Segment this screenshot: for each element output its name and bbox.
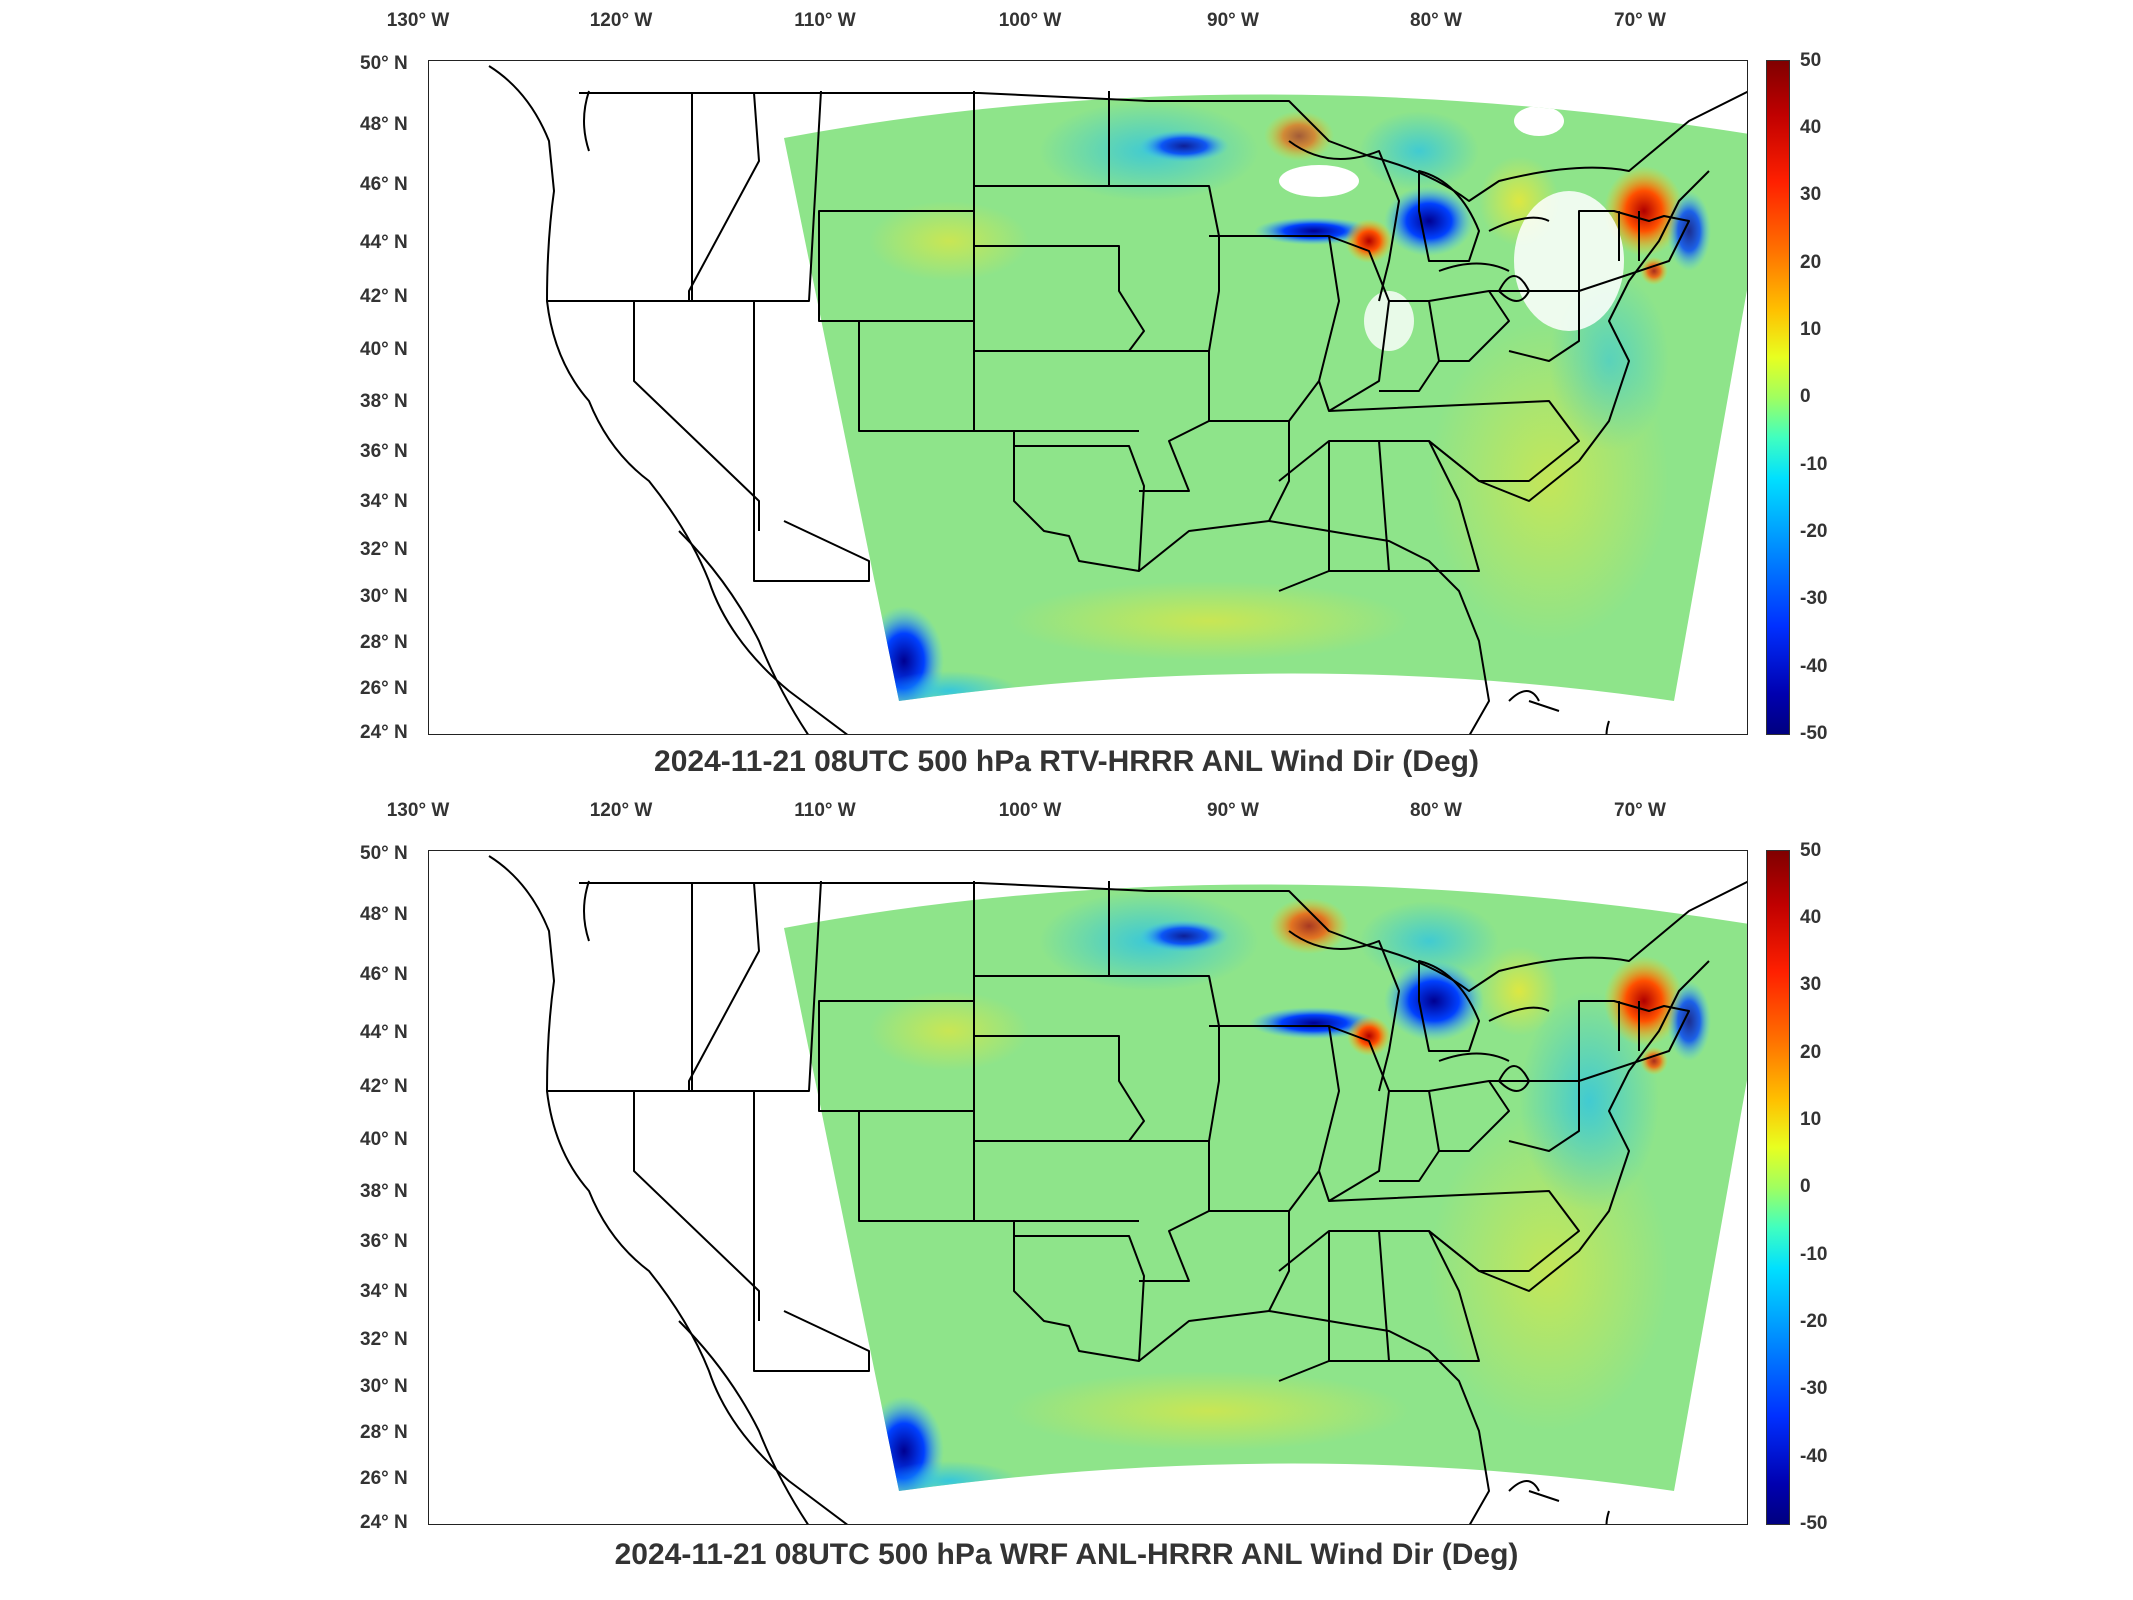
lat-label: 48° N (360, 114, 408, 135)
colorbar-tick: -10 (1800, 1244, 1828, 1265)
lat-label: 44° N (360, 232, 408, 253)
colorbar-tick: -40 (1800, 656, 1828, 677)
map-plot-area (428, 60, 1748, 735)
lon-label: 130° W (386, 800, 450, 821)
lon-label: 110° W (794, 10, 856, 31)
lat-label: 24° N (360, 722, 408, 743)
colorbar-tick: 30 (1800, 974, 1822, 995)
lon-label: 110° W (794, 800, 856, 821)
colorbar-tick: 50 (1800, 50, 1822, 71)
lon-label: 120° W (589, 10, 653, 31)
lat-label: 50° N (360, 53, 408, 74)
lat-label: 36° N (360, 1231, 408, 1252)
lat-label: 24° N (360, 1512, 408, 1533)
colorbar-tick: -20 (1800, 1311, 1828, 1332)
map-panel-rtv: 130° W 120° W 110° W 100° W 90° W 80° W … (0, 0, 2133, 790)
lon-label: 80° W (1410, 800, 1462, 821)
colorbar-tick: 20 (1800, 1042, 1822, 1063)
lon-label: 100° W (998, 800, 1062, 821)
colorbar-tick: 10 (1800, 319, 1822, 340)
panel-title: 2024-11-21 08UTC 500 hPa WRF ANL-HRRR AN… (614, 1538, 1519, 1571)
colorbar-tick: 20 (1800, 252, 1822, 273)
lat-label: 30° N (360, 1376, 408, 1397)
lon-label: 100° W (998, 10, 1062, 31)
colorbar-tick: 40 (1800, 117, 1822, 138)
lat-label: 34° N (360, 1281, 408, 1302)
colorbar-tick: 30 (1800, 184, 1822, 205)
lat-label: 46° N (360, 174, 408, 195)
lat-label: 28° N (360, 632, 408, 653)
colorbar-tick: 40 (1800, 907, 1822, 928)
lon-label: 90° W (1207, 10, 1259, 31)
colorbar-tick: -50 (1800, 723, 1828, 744)
colorbar-tick: 10 (1800, 1109, 1822, 1130)
colorbar-tick: -20 (1800, 521, 1828, 542)
lat-label: 30° N (360, 586, 408, 607)
lat-label: 40° N (360, 1129, 408, 1150)
lat-label: 38° N (360, 1181, 408, 1202)
lat-label: 26° N (360, 1468, 408, 1489)
lat-label: 48° N (360, 904, 408, 925)
colorbar-tick: -40 (1800, 1446, 1828, 1467)
colorbar-tick: 50 (1800, 840, 1822, 861)
lat-label: 26° N (360, 678, 408, 699)
lat-label: 34° N (360, 491, 408, 512)
lat-label: 38° N (360, 391, 408, 412)
lat-label: 50° N (360, 843, 408, 864)
lon-label: 130° W (386, 10, 450, 31)
colorbar-tick: -50 (1800, 1513, 1828, 1534)
lat-label: 46° N (360, 964, 408, 985)
colorbar-tick: -10 (1800, 454, 1828, 475)
lon-label: 120° W (589, 800, 653, 821)
map-panel-wrf: 130° W 120° W 110° W 100° W 90° W 80° W … (0, 790, 2133, 1580)
colorbar-tick: -30 (1800, 1378, 1828, 1399)
lat-label: 40° N (360, 339, 408, 360)
lat-label: 42° N (360, 1076, 408, 1097)
colorbar (1766, 60, 1790, 735)
lon-label: 70° W (1614, 800, 1666, 821)
panel-title: 2024-11-21 08UTC 500 hPa RTV-HRRR ANL Wi… (654, 745, 1479, 778)
lat-label: 32° N (360, 539, 408, 560)
colorbar-tick: 0 (1800, 386, 1811, 407)
lat-label: 32° N (360, 1329, 408, 1350)
lat-label: 36° N (360, 441, 408, 462)
lat-label: 44° N (360, 1022, 408, 1043)
colorbar-tick: -30 (1800, 588, 1828, 609)
wind-direction-difference-map (488, 65, 1747, 734)
map-plot-area (428, 850, 1748, 1525)
lat-label: 42° N (360, 286, 408, 307)
lon-label: 80° W (1410, 10, 1462, 31)
lat-label: 28° N (360, 1422, 408, 1443)
lon-label: 90° W (1207, 800, 1259, 821)
lon-label: 70° W (1614, 10, 1666, 31)
colorbar (1766, 850, 1790, 1525)
colorbar-tick: 0 (1800, 1176, 1811, 1197)
wind-direction-difference-map (488, 855, 1747, 1524)
